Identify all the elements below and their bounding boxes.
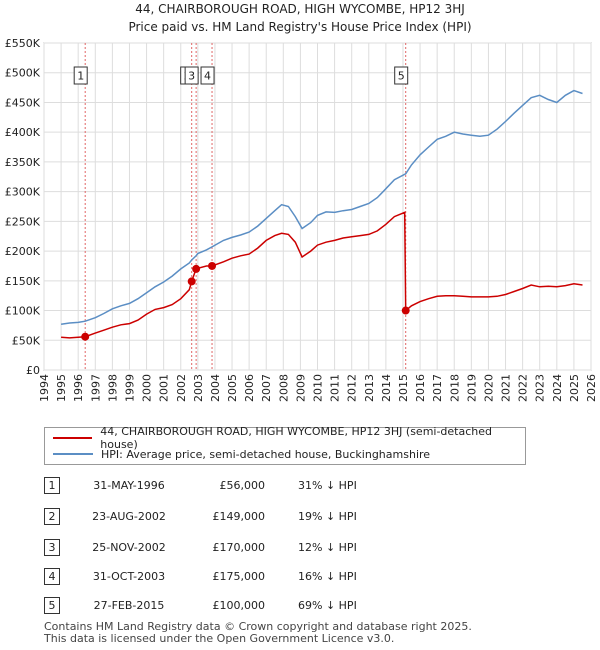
- y-tick-label: £0: [26, 364, 40, 377]
- footer-copyright: Contains HM Land Registry data © Crown c…: [44, 620, 472, 633]
- sale-label: 1: [77, 70, 84, 83]
- table-row: 1 31-MAY-1996 £56,000 31% ↓ HPI: [0, 475, 600, 495]
- transaction-date: 25-NOV-2002: [92, 541, 166, 554]
- chart-title-line2: Price paid vs. HM Land Registry's House …: [128, 20, 472, 34]
- transaction-number: 3: [44, 539, 60, 556]
- x-tick-label: 2007: [260, 374, 273, 402]
- transaction-hpi-diff: 69% ↓ HPI: [298, 599, 357, 612]
- x-tick-label: 2026: [585, 374, 598, 402]
- y-tick-label: £300K: [5, 186, 41, 199]
- x-tick-label: 2016: [414, 374, 427, 402]
- x-tick-label: 2003: [192, 374, 205, 402]
- chart-title-line1: 44, CHAIRBOROUGH ROAD, HIGH WYCOMBE, HP1…: [135, 2, 465, 16]
- y-tick-label: £400K: [5, 126, 41, 139]
- x-tick-label: 2025: [568, 374, 581, 402]
- y-tick-label: £350K: [5, 156, 41, 169]
- transaction-number: 5: [44, 597, 60, 614]
- x-tick-label: 1998: [106, 374, 119, 402]
- x-tick-label: 2009: [294, 374, 307, 402]
- sale-label-box: [73, 66, 88, 85]
- sale-label-box: [394, 66, 409, 85]
- x-tick-label: 1997: [89, 374, 102, 402]
- y-tick-label: £100K: [5, 305, 41, 318]
- chart-legend: 44, CHAIRBOROUGH ROAD, HIGH WYCOMBE, HP1…: [44, 425, 526, 465]
- x-tick-label: 2010: [312, 374, 325, 402]
- price-paid-line: [61, 211, 583, 339]
- transaction-price: £170,000: [212, 541, 266, 554]
- x-tick-label: 2020: [482, 374, 495, 402]
- sale-point: [192, 264, 201, 273]
- legend-swatch-hpi: [53, 453, 93, 455]
- sale-label-box: [184, 66, 199, 85]
- transaction-date: 23-AUG-2002: [92, 510, 166, 523]
- x-tick-label: 2005: [226, 374, 239, 402]
- x-tick-label: 2011: [329, 374, 342, 402]
- x-tick-label: 1995: [55, 374, 68, 402]
- sale-point: [401, 306, 410, 315]
- x-tick-label: 2000: [141, 374, 154, 402]
- x-tick-label: 2021: [500, 374, 513, 402]
- x-tick-label: 2017: [431, 374, 444, 402]
- x-tick-label: 2022: [517, 374, 530, 402]
- price-chart: £0 £50K £100K £150K £200K £250K £300K £350K £400…: [5, 37, 598, 402]
- sale-point: [187, 277, 196, 286]
- y-tick-label: £200K: [5, 245, 41, 258]
- sale-label: 4: [204, 70, 211, 83]
- footer-licence: This data is licensed under the Open Gov…: [44, 632, 395, 645]
- x-tick-label: 1994: [38, 374, 51, 402]
- x-tick-label: 2004: [209, 374, 222, 402]
- x-tick-label: 2013: [363, 374, 376, 402]
- y-tick-label: £50K: [12, 334, 41, 347]
- sale-point: [208, 261, 217, 270]
- transaction-hpi-diff: 19% ↓ HPI: [298, 510, 357, 523]
- transaction-hpi-diff: 16% ↓ HPI: [298, 570, 357, 583]
- y-tick-label: £450K: [5, 96, 41, 109]
- y-tick-label: £250K: [5, 215, 41, 228]
- legend-label-hpi: HPI: Average price, semi-detached house,…: [101, 447, 431, 461]
- x-tick-label: 1999: [123, 374, 136, 402]
- y-tick-label: £150K: [5, 275, 41, 288]
- transaction-price: £175,000: [212, 570, 266, 583]
- y-tick-label: £500K: [5, 67, 41, 80]
- transaction-number: 1: [44, 477, 60, 494]
- sale-label: 5: [398, 70, 405, 83]
- transaction-price: £149,000: [212, 510, 266, 523]
- legend-item-price: 44, CHAIRBOROUGH ROAD, HIGH WYCOMBE, HP1…: [53, 425, 525, 451]
- sale-label-box: [200, 66, 215, 85]
- transaction-date: 31-OCT-2003: [92, 570, 166, 583]
- x-tick-label: 2018: [448, 374, 461, 402]
- x-tick-label: 2024: [551, 374, 564, 402]
- hpi-line: [60, 89, 583, 325]
- x-tick-label: 2019: [465, 374, 478, 402]
- y-tick-label: £550K: [5, 37, 41, 50]
- x-tick-label: 2014: [380, 374, 393, 402]
- transaction-price: £100,000: [212, 599, 266, 612]
- x-tick-label: 1996: [72, 374, 85, 402]
- transaction-date: 27-FEB-2015: [93, 599, 165, 612]
- table-row: 3 25-NOV-2002 £170,000 12% ↓ HPI: [0, 537, 600, 557]
- table-row: 2 23-AUG-2002 £149,000 19% ↓ HPI: [0, 506, 600, 526]
- legend-swatch-price: [53, 437, 93, 439]
- x-tick-label: 2006: [243, 374, 256, 402]
- sale-point: [81, 332, 90, 341]
- transaction-hpi-diff: 12% ↓ HPI: [298, 541, 357, 554]
- legend-item-hpi: HPI: Average price, semi-detached house,…: [53, 446, 430, 462]
- x-tick-label: 2008: [277, 374, 290, 402]
- x-tick-label: 2012: [346, 374, 359, 402]
- x-tick-label: 2023: [534, 374, 547, 402]
- table-row: 5 27-FEB-2015 £100,000 69% ↓ HPI: [0, 595, 600, 615]
- x-tick-label: 2015: [397, 374, 410, 402]
- table-row: 4 31-OCT-2003 £175,000 16% ↓ HPI: [0, 566, 600, 586]
- legend-label-price: 44, CHAIRBOROUGH ROAD, HIGH WYCOMBE, HP1…: [100, 425, 493, 451]
- sale-label: 3: [188, 70, 195, 83]
- transaction-number: 4: [44, 568, 60, 585]
- transaction-number: 2: [44, 508, 60, 525]
- x-tick-label: 2002: [175, 374, 188, 402]
- transaction-hpi-diff: 31% ↓ HPI: [298, 479, 357, 492]
- transaction-date: 31-MAY-1996: [93, 479, 165, 492]
- x-tick-label: 2001: [158, 374, 171, 402]
- transaction-price: £56,000: [219, 479, 266, 492]
